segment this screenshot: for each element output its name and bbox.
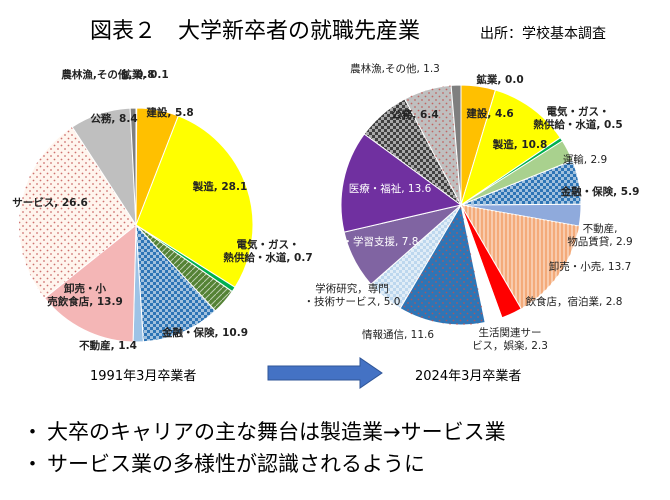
slice-label-medical: 医療・福祉, 13.6 bbox=[349, 182, 432, 195]
pie-slice-pattern-other bbox=[364, 98, 461, 205]
caption-2024: 2024年3月卒業者 bbox=[415, 368, 521, 384]
pie-slice-retail bbox=[43, 223, 137, 343]
pie-slice-manufacturing bbox=[135, 115, 254, 288]
pie-1991 bbox=[18, 107, 254, 343]
caption-1991: 1991年3月卒業者 bbox=[90, 368, 196, 384]
slice-label-info: 情報通信, 11.6 bbox=[362, 328, 434, 341]
slice-label-transport: 運輸通信, 3.5 bbox=[238, 290, 306, 303]
chart-source: 出所：学校基本調査 bbox=[480, 25, 606, 42]
pie-slice-pattern-transport bbox=[136, 225, 233, 311]
bullet-2: ・サービス業の多様性が認識されるように bbox=[22, 448, 425, 478]
slice-label-public: 公務, 6.4 bbox=[391, 108, 438, 121]
slice-label-realestate: 不動産, 1.4 bbox=[79, 339, 137, 352]
bullet-1: ・大卒のキャリアの主な舞台は製造業→サービス業 bbox=[22, 416, 506, 446]
slice-label-living: 生活関連サービス，娯楽, 2.3 bbox=[472, 326, 548, 352]
slice-label-transport: 運輸, 2.9 bbox=[563, 153, 607, 166]
slice-label-retail: 卸売・小売飲食店, 13.9 bbox=[47, 282, 123, 308]
slice-label-manufacturing: 製造, 28.1 bbox=[192, 180, 248, 193]
bullet-text: サービス業の多様性が認識されるように bbox=[47, 452, 425, 476]
slice-label-mining: 鉱業, 0.0 bbox=[476, 73, 523, 86]
slice-label-mining: 鉱業, 0.1 bbox=[121, 68, 168, 81]
slice-label-utilities: 電気・ガス・熱供給・水道, 0.7 bbox=[223, 238, 312, 264]
slice-label-services: サービス, 26.6 bbox=[12, 196, 88, 209]
slice-label-retail: 卸売・小売, 13.7 bbox=[549, 260, 632, 273]
pie-slice-pattern-research bbox=[370, 205, 461, 309]
slice-label-construction: 建設, 5.8 bbox=[145, 106, 193, 119]
pie-2024 bbox=[340, 84, 582, 326]
slice-label-realestate: 不動産,物品賃貸, 2.9 bbox=[567, 222, 632, 248]
slice-label-other: その他のサービス, 7.1 bbox=[305, 78, 370, 104]
arrow-icon bbox=[267, 357, 383, 389]
pie-2024-labels: 鉱業, 0.0 建設, 4.6 製造, 10.8 電気・ガス・熱供給・水道, 0.5 運… bbox=[304, 62, 640, 352]
pie-slice-pattern-finance bbox=[461, 160, 581, 205]
slice-label-public: 公務, 8.4 bbox=[90, 112, 137, 125]
slice-label-agri: 農林漁,その他, 1.3 bbox=[350, 62, 440, 75]
pie-slice-pattern-public bbox=[404, 85, 461, 205]
slice-label-manufacturing: 製造, 10.8 bbox=[492, 138, 548, 151]
bullet-dot: ・ bbox=[22, 452, 43, 476]
pie-slice-agri bbox=[450, 84, 462, 206]
pie-slice-pattern-services bbox=[18, 126, 137, 299]
slice-label-education: 教育・学習支援, 7.8 bbox=[322, 235, 419, 248]
slice-label-research: 学術研究，専門・技術サービス, 5.0 bbox=[304, 282, 401, 308]
pie-slice-pattern-info bbox=[400, 205, 486, 326]
pie-slice-medical bbox=[340, 133, 463, 233]
slice-label-utilities: 電気・ガス・熱供給・水道, 0.5 bbox=[533, 105, 622, 131]
pie-slice-agri bbox=[129, 107, 137, 226]
slice-label-finance: 金融・保険, 5.9 bbox=[560, 185, 640, 198]
slice-label-finance: 金融・保険, 10.9 bbox=[161, 326, 248, 339]
bullet-text: 大卒のキャリアの主な舞台は製造業→サービス業 bbox=[47, 420, 506, 444]
slice-label-agri: 農林漁,その他, 0.8 bbox=[61, 68, 154, 81]
slice-label-construction: 建設, 4.6 bbox=[465, 107, 513, 120]
pie-1991-labels: 鉱業, 0.1 建設, 5.8 製造, 28.1 電気・ガス・熱供給・水道, 0.7 運… bbox=[12, 68, 312, 352]
pie-slice-pattern-finance bbox=[136, 225, 216, 342]
pie-slice-manufacturing bbox=[460, 89, 562, 207]
slice-label-food: 飲食店，宿泊業, 2.8 bbox=[526, 295, 623, 308]
bullet-dot: ・ bbox=[22, 420, 43, 444]
chart-title: 図表２ 大学新卒者の就職先産業 bbox=[90, 19, 420, 44]
pie-slice-pattern-retail bbox=[461, 205, 580, 309]
